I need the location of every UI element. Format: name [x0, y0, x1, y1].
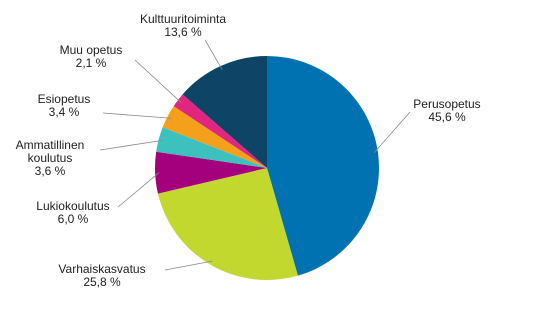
leader-line	[117, 172, 160, 208]
leader-line	[102, 112, 172, 119]
category-label: Varhaiskasvatus	[58, 262, 145, 276]
category-label: Lukiokoulutus	[36, 199, 109, 213]
value-label: 3,4 %	[49, 105, 80, 119]
leader-line	[204, 39, 223, 70]
leader-line	[134, 59, 182, 103]
category-label-line: Lukiokoulutus	[36, 199, 109, 213]
pie-slice	[157, 168, 298, 280]
category-label: Perusopetus	[413, 97, 480, 111]
pie-slice	[162, 106, 267, 168]
category-label-line: Ammatillinen	[16, 138, 85, 152]
value-label: 45,6 %	[428, 110, 466, 124]
category-label-line: Muu opetus	[60, 43, 123, 57]
leader-line	[99, 139, 163, 151]
value-label: 13,6 %	[164, 25, 202, 39]
category-label-line: koulutus	[28, 151, 73, 165]
value-label: 6,0 %	[58, 212, 89, 226]
value-label: 25,8 %	[83, 275, 121, 289]
leader-line	[164, 260, 213, 271]
pie-slice	[156, 127, 267, 168]
category-label-line: Varhaiskasvatus	[58, 262, 145, 276]
category-label: Ammatillinen koulutus	[16, 138, 85, 165]
category-label-line: Esiopetus	[38, 92, 91, 106]
category-label: Muu opetus	[60, 43, 123, 57]
pie-slice	[182, 56, 267, 168]
category-label: Kulttuuritoiminta	[140, 12, 226, 26]
category-label-line: Kulttuuritoiminta	[140, 12, 226, 26]
value-label: 3,6 %	[35, 164, 66, 178]
category-label: Esiopetus	[38, 92, 91, 106]
pie-slice	[267, 56, 380, 276]
value-label: 2,1 %	[76, 56, 107, 70]
leader-line	[373, 111, 411, 154]
pie-slice	[173, 94, 267, 168]
pie-slice	[155, 151, 267, 194]
category-label-line: Perusopetus	[413, 97, 480, 111]
